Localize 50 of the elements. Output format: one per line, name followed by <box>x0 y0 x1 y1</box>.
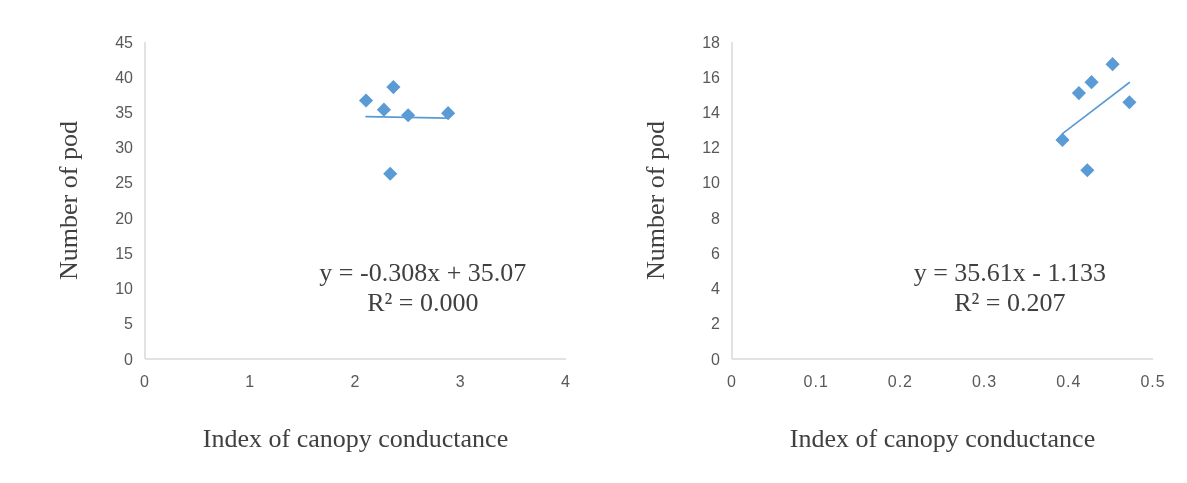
y-tick-label: 4 <box>711 280 721 298</box>
x-axis-title: Index of canopy conductance <box>789 424 1096 453</box>
y-axis-title: Number of pod <box>641 121 670 280</box>
point <box>1122 95 1137 110</box>
x-tick-label: 4 <box>561 373 571 390</box>
x-tick-label: 2 <box>350 373 361 390</box>
y-tick-label: 14 <box>702 104 721 122</box>
y-tick-label: 35 <box>115 104 134 122</box>
y-tick-label: 2 <box>711 315 721 333</box>
y-tick-label: 10 <box>702 174 721 192</box>
y-tick-label: 45 <box>115 33 134 51</box>
point <box>1084 75 1099 90</box>
x-tick-label: 1 <box>245 373 256 390</box>
y-axis-title: Number of pod <box>54 121 83 280</box>
y-tick-label: 5 <box>124 315 134 333</box>
y-tick-label: 30 <box>115 139 134 157</box>
y-tick-label: 18 <box>702 33 721 51</box>
point <box>358 93 374 108</box>
y-tick-label: 0 <box>124 350 134 368</box>
y-tick-label: 8 <box>711 209 721 227</box>
annotation: y = 35.61x - 1.133 <box>913 258 1107 287</box>
point <box>1071 86 1086 101</box>
y-tick-label: 16 <box>702 68 721 86</box>
x-tick-label: 0.5 <box>1140 373 1166 390</box>
y-tick-label: 20 <box>115 209 134 227</box>
x-tick-label: 3 <box>455 373 466 390</box>
x-tick-label: 0.2 <box>887 373 914 390</box>
y-tick-label: 0 <box>711 350 721 368</box>
y-tick-label: 40 <box>115 68 134 86</box>
y-tick-label: 6 <box>711 244 721 262</box>
point <box>383 166 398 181</box>
point <box>1055 132 1070 147</box>
x-tick-label: 0 <box>727 373 737 390</box>
x-tick-label: 0.1 <box>803 373 829 390</box>
x-tick-label: 0 <box>140 373 150 390</box>
y-tick-label: 25 <box>115 174 134 192</box>
point <box>1080 163 1095 178</box>
point <box>386 80 401 95</box>
y-tick-label: 10 <box>115 280 134 298</box>
x-tick-label: 0.3 <box>971 373 998 390</box>
point <box>441 106 456 121</box>
y-tick-label: 15 <box>115 244 134 262</box>
annotation: R² = 0.000 <box>367 288 479 317</box>
annotation: R² = 0.207 <box>954 288 1066 317</box>
point <box>1105 57 1120 72</box>
point <box>376 102 391 117</box>
x-axis-title: Index of canopy conductance <box>202 424 509 453</box>
y-tick-label: 12 <box>702 139 721 157</box>
x-tick-label: 0.4 <box>1056 373 1082 390</box>
annotation: y = -0.308x + 35.07 <box>319 258 527 287</box>
